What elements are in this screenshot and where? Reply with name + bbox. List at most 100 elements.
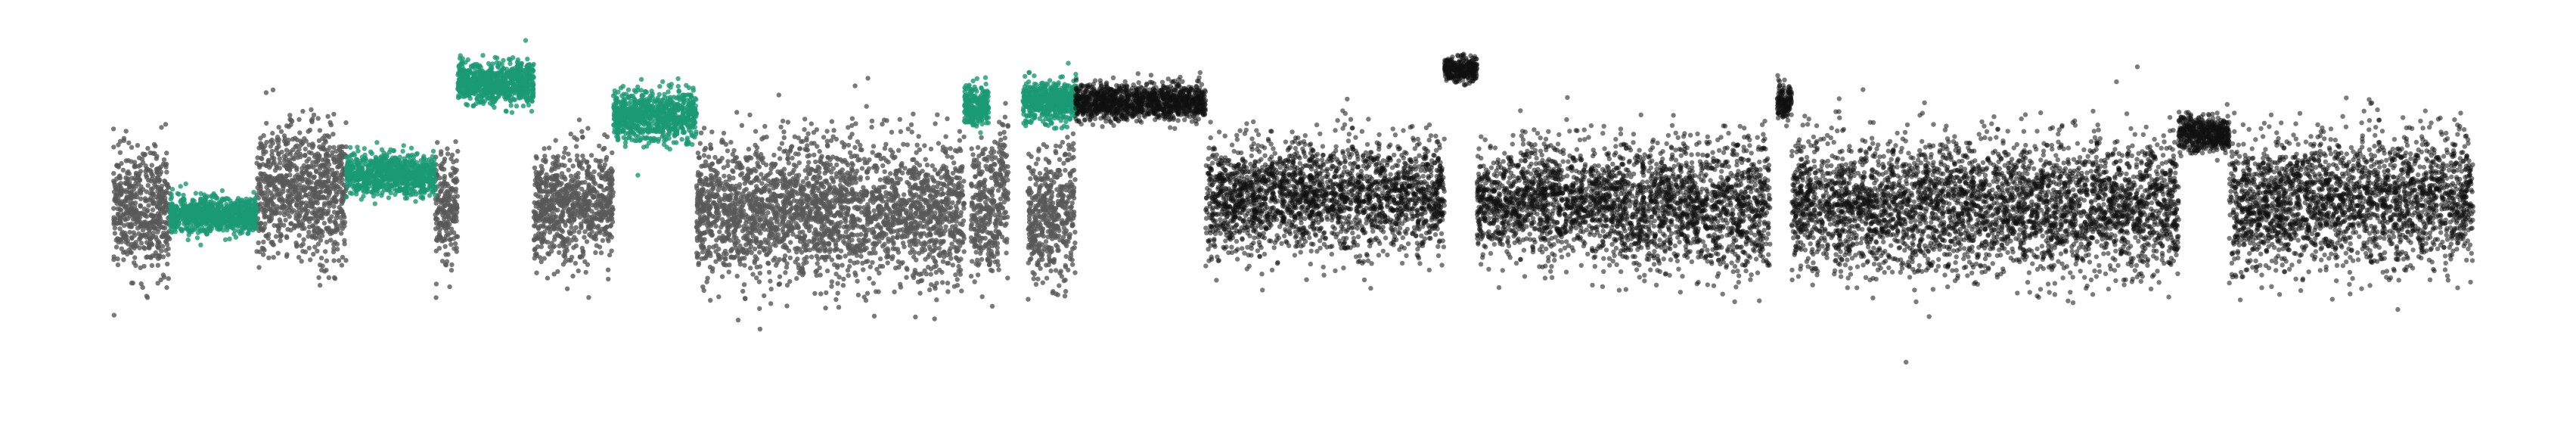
data-point-3458 [829, 279, 835, 284]
data-point-2342 [533, 233, 538, 238]
data-point-1516 [435, 140, 440, 145]
data-point-4450 [922, 268, 927, 273]
data-point-4787 [698, 130, 704, 135]
data-point-1982 [574, 137, 579, 142]
data-point-3060 [855, 292, 861, 298]
data-point-3082 [831, 128, 836, 133]
data-point-4498 [698, 231, 704, 237]
data-point-1229 [293, 135, 298, 141]
data-point-4360 [785, 120, 791, 125]
data-point-2005 [588, 153, 594, 158]
data-point-1550 [452, 170, 457, 176]
data-point-4171 [892, 289, 897, 294]
data-point-1367 [316, 275, 321, 281]
data-point-1360 [325, 210, 331, 216]
data-point-4808 [711, 182, 716, 188]
data-point-3184 [940, 259, 946, 264]
data-point-2372 [568, 186, 574, 191]
data-point-2427 [808, 254, 815, 259]
data-point-2239 [545, 225, 551, 231]
data-point-943 [298, 142, 303, 148]
data-point-1892 [532, 223, 537, 228]
data-point-4941 [713, 203, 718, 208]
data-point-4844 [736, 219, 741, 225]
data-point-4970 [759, 214, 764, 220]
data-point-1291 [275, 250, 281, 256]
data-point-3685 [737, 262, 743, 267]
data-point-1121 [318, 255, 324, 261]
data-point-4029 [864, 104, 869, 109]
data-point-4959 [734, 191, 739, 197]
data-point-405 [154, 200, 159, 206]
data-point-4352 [719, 274, 725, 279]
data-point-1167 [317, 128, 323, 133]
data-point-4599 [885, 253, 891, 259]
data-point-867 [278, 231, 284, 237]
data-point-1318 [331, 195, 337, 200]
data-point-528 [154, 169, 160, 175]
data-point-425 [123, 249, 128, 255]
data-point-4521 [889, 256, 895, 262]
data-point-2987 [948, 256, 954, 261]
data-point-3134 [943, 134, 948, 139]
data-point-1383 [287, 194, 292, 200]
data-point-4312 [945, 281, 951, 286]
data-point-417 [112, 180, 117, 185]
data-point-4618 [961, 200, 967, 206]
data-point-1237 [327, 120, 333, 126]
data-point-3978 [902, 244, 907, 250]
data-point-3212 [922, 143, 927, 148]
data-point-4661 [728, 187, 734, 192]
data-point-3040 [871, 144, 877, 149]
data-point-2162 [610, 178, 615, 183]
data-point-4980 [939, 231, 944, 236]
data-point-1230 [258, 221, 263, 226]
data-point-906 [315, 248, 320, 253]
data-point-274 [125, 176, 130, 182]
data-point-1185 [281, 158, 287, 163]
data-point-1172 [328, 238, 334, 243]
data-point-1016 [303, 153, 308, 158]
data-point-4566 [957, 146, 963, 151]
data-point-4329 [717, 229, 722, 235]
data-point-1375 [298, 138, 303, 144]
data-point-4163 [910, 247, 915, 253]
data-point-4909 [757, 264, 763, 269]
data-point-1907 [600, 238, 606, 244]
data-point-4733 [939, 280, 945, 285]
data-point-3561 [773, 178, 778, 183]
data-point-4677 [951, 234, 957, 239]
data-point-4583 [849, 213, 855, 219]
data-point-1206 [287, 172, 293, 178]
data-point-1378 [326, 228, 331, 234]
data-point-3865 [882, 169, 887, 175]
data-point-4854 [912, 176, 917, 182]
data-point-764 [322, 249, 328, 254]
data-point-421 [160, 234, 165, 240]
data-point-2270 [559, 241, 565, 246]
data-point-4960 [706, 210, 712, 216]
data-point-4678 [726, 204, 731, 209]
data-point-995 [322, 200, 327, 206]
data-point-2211 [583, 269, 588, 275]
data-point-4928 [804, 193, 809, 198]
data-point-3150 [805, 131, 811, 136]
data-point-2360 [604, 203, 610, 208]
data-point-1355 [337, 179, 342, 184]
data-point-1402 [276, 151, 281, 157]
data-point-4911 [752, 166, 757, 172]
data-point-1143 [304, 159, 309, 164]
data-point-2279 [532, 182, 538, 188]
data-point-4922 [701, 191, 706, 196]
data-point-4825 [953, 204, 959, 209]
data-point-3664 [750, 272, 756, 277]
data-point-4986 [824, 209, 830, 215]
data-point-1234 [302, 225, 307, 231]
data-point-3832 [882, 241, 887, 247]
data-point-1623 [442, 209, 448, 215]
data-point-4838 [827, 202, 833, 207]
data-point-295 [115, 256, 120, 262]
data-point-4396 [874, 169, 880, 174]
data-point-4347 [701, 126, 707, 131]
data-point-4409 [768, 286, 774, 292]
